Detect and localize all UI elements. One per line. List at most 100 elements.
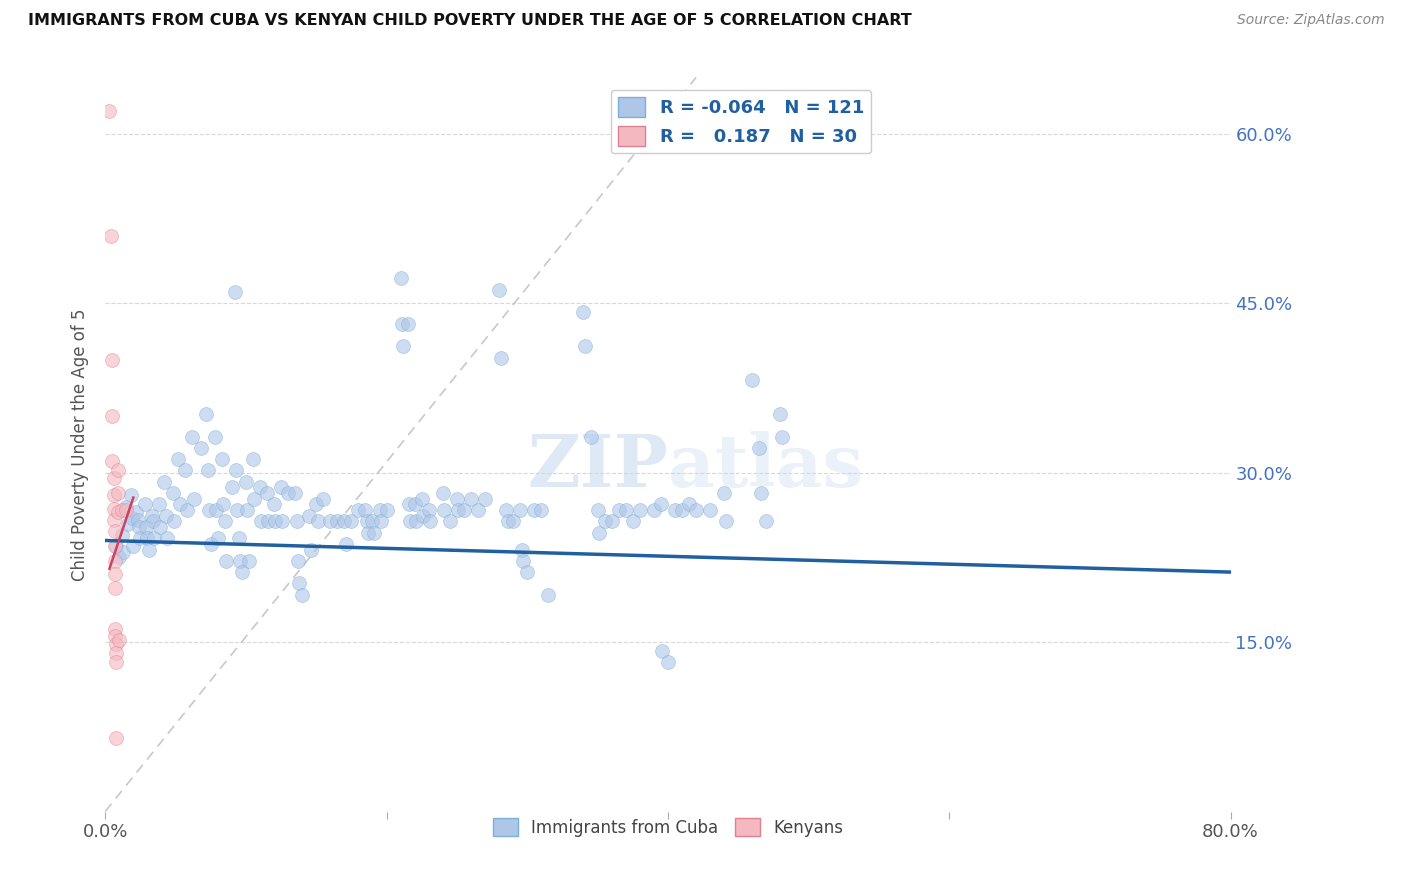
Point [127, 513, 149, 527]
Point [607, 503, 630, 517]
Point [467, 503, 489, 517]
Point [271, 514, 294, 528]
Point [238, 554, 260, 568]
Point [163, 514, 186, 528]
Point [370, 514, 392, 528]
Point [236, 503, 259, 517]
Point [741, 373, 763, 387]
Point [664, 503, 686, 517]
Point [574, 339, 596, 353]
Point [103, 513, 125, 527]
Point [354, 503, 377, 517]
Text: atlas: atlas [668, 431, 863, 502]
Point [200, 537, 222, 551]
Point [572, 305, 595, 319]
Point [104, 581, 127, 595]
Point [228, 531, 250, 545]
Legend: Immigrants from Cuba, Kenyans: Immigrants from Cuba, Kenyans [486, 812, 849, 844]
Point [432, 486, 454, 500]
Point [121, 511, 143, 525]
Point [169, 497, 191, 511]
Point [215, 554, 238, 568]
Point [628, 503, 651, 517]
Point [600, 514, 623, 528]
Point [105, 539, 128, 553]
Point [204, 429, 226, 443]
Point [107, 486, 129, 500]
Point [412, 508, 434, 523]
Point [357, 525, 380, 540]
Point [136, 531, 159, 545]
Point [291, 588, 314, 602]
Point [108, 632, 131, 647]
Point [298, 508, 321, 523]
Point [105, 647, 128, 661]
Point [488, 283, 510, 297]
Point [368, 503, 391, 517]
Point [356, 514, 378, 528]
Text: IMMIGRANTS FROM CUBA VS KENYAN CHILD POVERTY UNDER THE AGE OF 5 CORRELATION CHAR: IMMIGRANTS FROM CUBA VS KENYAN CHILD POV… [28, 13, 912, 29]
Point [650, 497, 672, 511]
Point [523, 503, 546, 517]
Point [713, 486, 735, 500]
Point [404, 497, 426, 511]
Point [183, 491, 205, 506]
Point [134, 497, 156, 511]
Point [586, 503, 609, 517]
Point [242, 452, 264, 467]
Point [231, 565, 253, 579]
Point [651, 644, 673, 658]
Point [418, 503, 440, 517]
Point [107, 505, 129, 519]
Point [288, 576, 311, 591]
Point [162, 486, 184, 500]
Point [149, 520, 172, 534]
Point [510, 542, 533, 557]
Point [125, 505, 148, 519]
Point [197, 463, 219, 477]
Point [104, 622, 127, 636]
Point [212, 497, 235, 511]
Point [389, 271, 412, 285]
Point [495, 503, 517, 517]
Point [588, 525, 610, 540]
Point [198, 503, 221, 517]
Point [326, 514, 349, 528]
Point [104, 554, 127, 568]
Point [307, 514, 329, 528]
Point [101, 352, 124, 367]
Point [176, 503, 198, 517]
Point [284, 486, 307, 500]
Point [103, 488, 125, 502]
Point [107, 463, 129, 477]
Point [453, 503, 475, 517]
Y-axis label: Child Poverty Under the Age of 5: Child Poverty Under the Age of 5 [72, 309, 89, 581]
Point [142, 514, 165, 528]
Point [103, 501, 125, 516]
Point [657, 656, 679, 670]
Point [446, 491, 468, 506]
Point [104, 524, 127, 539]
Point [333, 514, 356, 528]
Point [229, 554, 252, 568]
Point [319, 514, 342, 528]
Point [447, 503, 470, 517]
Point [398, 497, 420, 511]
Point [516, 565, 538, 579]
Point [299, 542, 322, 557]
Point [361, 514, 384, 528]
Point [104, 630, 127, 644]
Point [117, 516, 139, 531]
Point [392, 339, 415, 353]
Point [614, 503, 637, 517]
Point [439, 514, 461, 528]
Point [264, 514, 287, 528]
Point [769, 407, 792, 421]
Point [105, 656, 128, 670]
Point [270, 480, 292, 494]
Point [277, 486, 299, 500]
Point [226, 503, 249, 517]
Point [749, 486, 772, 500]
Point [530, 503, 553, 517]
Point [396, 317, 419, 331]
